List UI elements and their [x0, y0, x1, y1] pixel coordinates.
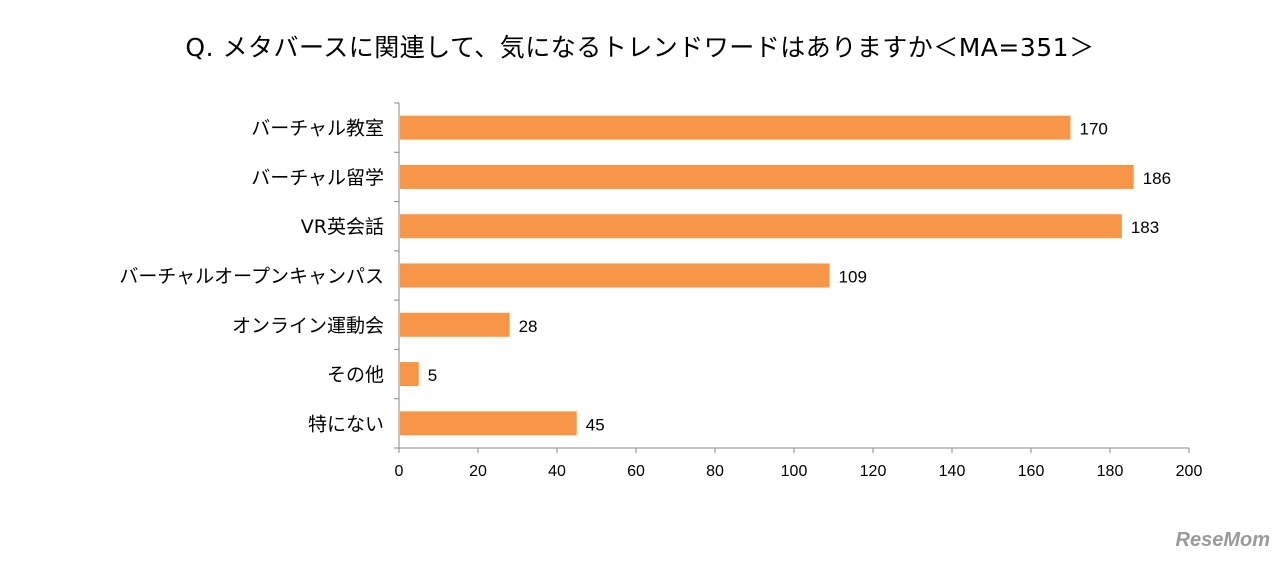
- data-label: 45: [586, 415, 605, 434]
- bar: [400, 362, 419, 387]
- bar: [400, 214, 1122, 239]
- bar: [400, 115, 1071, 140]
- x-tick-label: 20: [469, 463, 487, 480]
- bar: [400, 312, 510, 337]
- data-label: 183: [1131, 218, 1159, 237]
- x-tick-label: 200: [1176, 463, 1203, 480]
- x-tick-label: 100: [781, 463, 808, 480]
- category-label: その他: [327, 364, 384, 386]
- x-tick-label: 140: [939, 463, 966, 480]
- x-tick-label: 0: [395, 463, 404, 480]
- x-tick-label: 60: [627, 463, 645, 480]
- bar: [400, 411, 577, 436]
- bar: [400, 263, 830, 288]
- category-label: バーチャルオープンキャンパス: [119, 266, 384, 288]
- category-label: 特にない: [308, 413, 384, 435]
- data-label: 186: [1143, 169, 1171, 188]
- chart-title: Q. メタバースに関連して、気になるトレンドワードはありますか＜MA=351＞: [185, 33, 1095, 62]
- category-label: オンライン運動会: [232, 315, 384, 337]
- category-label: VR英会話: [301, 216, 384, 238]
- category-label: バーチャル留学: [251, 167, 384, 189]
- data-label: 170: [1080, 120, 1108, 139]
- x-tick-label: 120: [860, 463, 887, 480]
- data-label: 28: [519, 317, 538, 336]
- resemom-logo: ReseMom: [1175, 529, 1270, 551]
- x-tick-label: 160: [1018, 463, 1045, 480]
- data-label: 5: [428, 366, 437, 385]
- x-tick-label: 40: [548, 463, 566, 480]
- category-label: バーチャル教室: [251, 118, 384, 140]
- data-label: 109: [839, 268, 867, 287]
- x-tick-label: 80: [706, 463, 724, 480]
- x-tick-label: 180: [1097, 463, 1124, 480]
- bar: [400, 164, 1134, 189]
